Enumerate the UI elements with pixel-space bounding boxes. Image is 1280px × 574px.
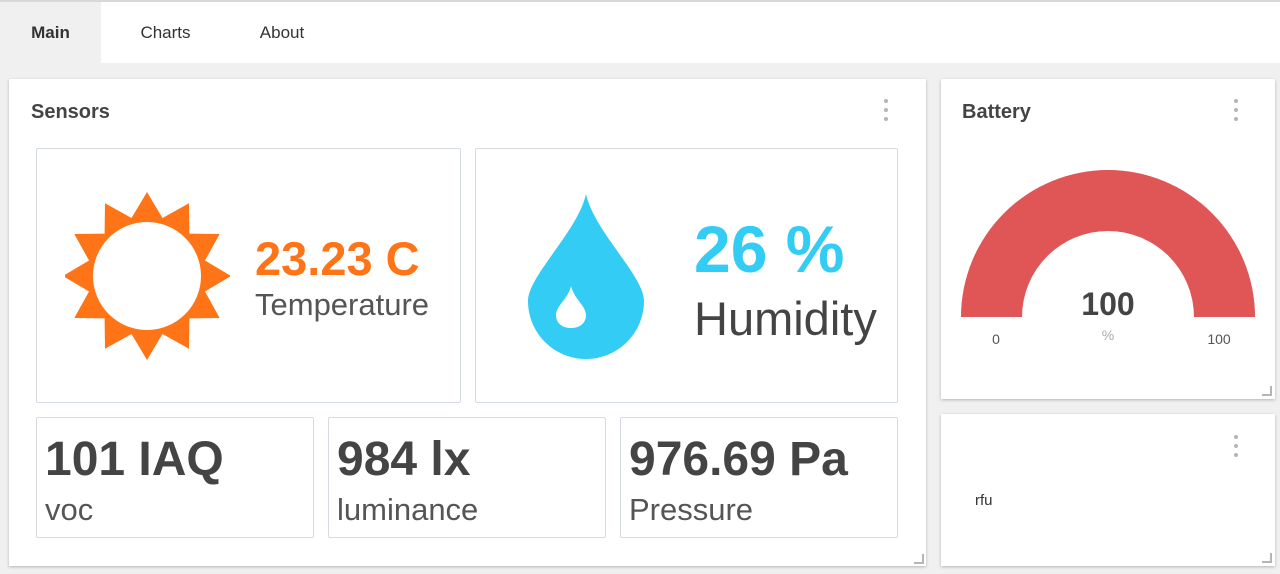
tab-main[interactable]: Main	[0, 2, 101, 63]
tab-charts[interactable]: Charts	[140, 22, 191, 42]
battery-min-label: 0	[992, 331, 1000, 347]
voc-tile: 101 IAQ voc	[36, 417, 314, 538]
battery-card: Battery 100 % 0 100	[941, 79, 1275, 399]
temperature-tile: 23.23 C Temperature	[36, 148, 461, 403]
top-border	[0, 0, 1280, 2]
battery-max-label: 100	[1207, 331, 1231, 347]
battery-resize-handle[interactable]	[1262, 386, 1272, 396]
sun-icon	[65, 192, 230, 360]
pressure-tile: 976.69 Pa Pressure	[620, 417, 898, 538]
battery-menu-icon[interactable]	[1229, 99, 1243, 121]
humidity-tile: 26 % Humidity	[475, 148, 898, 403]
sensors-menu-icon[interactable]	[879, 99, 893, 121]
battery-gauge-fill	[961, 170, 1255, 317]
voc-value: 101 IAQ	[45, 433, 224, 486]
temperature-label: Temperature	[255, 287, 430, 322]
luminance-value: 984 lx	[337, 433, 471, 486]
rfu-menu-icon[interactable]	[1229, 435, 1243, 457]
sensors-card: Sensors 23.23 C Temperature 26 % Humidit…	[9, 79, 926, 566]
humidity-label: Humidity	[694, 292, 877, 345]
pressure-value: 976.69 Pa	[629, 433, 848, 486]
rfu-resize-handle[interactable]	[1262, 553, 1272, 563]
tab-about[interactable]: About	[259, 22, 305, 42]
sensors-card-title: Sensors	[31, 101, 110, 123]
luminance-label: luminance	[337, 492, 479, 527]
battery-gauge	[961, 170, 1255, 317]
sensors-resize-handle[interactable]	[914, 554, 924, 564]
battery-value: 100	[1081, 286, 1135, 322]
voc-label: voc	[45, 492, 94, 527]
battery-unit: %	[1101, 327, 1115, 343]
humidity-value: 26 %	[694, 212, 845, 286]
rfu-label: rfu	[975, 492, 993, 509]
battery-card-title: Battery	[962, 101, 1031, 123]
luminance-tile: 984 lx luminance	[328, 417, 606, 538]
pressure-label: Pressure	[629, 492, 754, 527]
water-drop-icon	[528, 194, 644, 359]
temperature-value: 23.23 C	[255, 232, 420, 285]
rfu-card: rfu	[941, 414, 1275, 566]
tab-bar: Main Charts About	[0, 2, 1280, 63]
